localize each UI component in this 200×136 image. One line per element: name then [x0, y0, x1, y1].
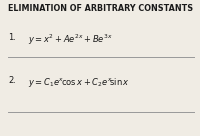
Text: 2.: 2.	[8, 76, 16, 85]
Text: ELIMINATION OF ARBITRARY CONSTANTS: ELIMINATION OF ARBITRARY CONSTANTS	[8, 4, 193, 13]
Text: $y = x^2 + Ae^{2x} + Be^{3x}$: $y = x^2 + Ae^{2x} + Be^{3x}$	[28, 33, 113, 47]
Text: 1.: 1.	[8, 33, 16, 42]
Text: $y = C_1e^x\!\cos x + C_2e^x\!\sin x$: $y = C_1e^x\!\cos x + C_2e^x\!\sin x$	[28, 76, 130, 89]
